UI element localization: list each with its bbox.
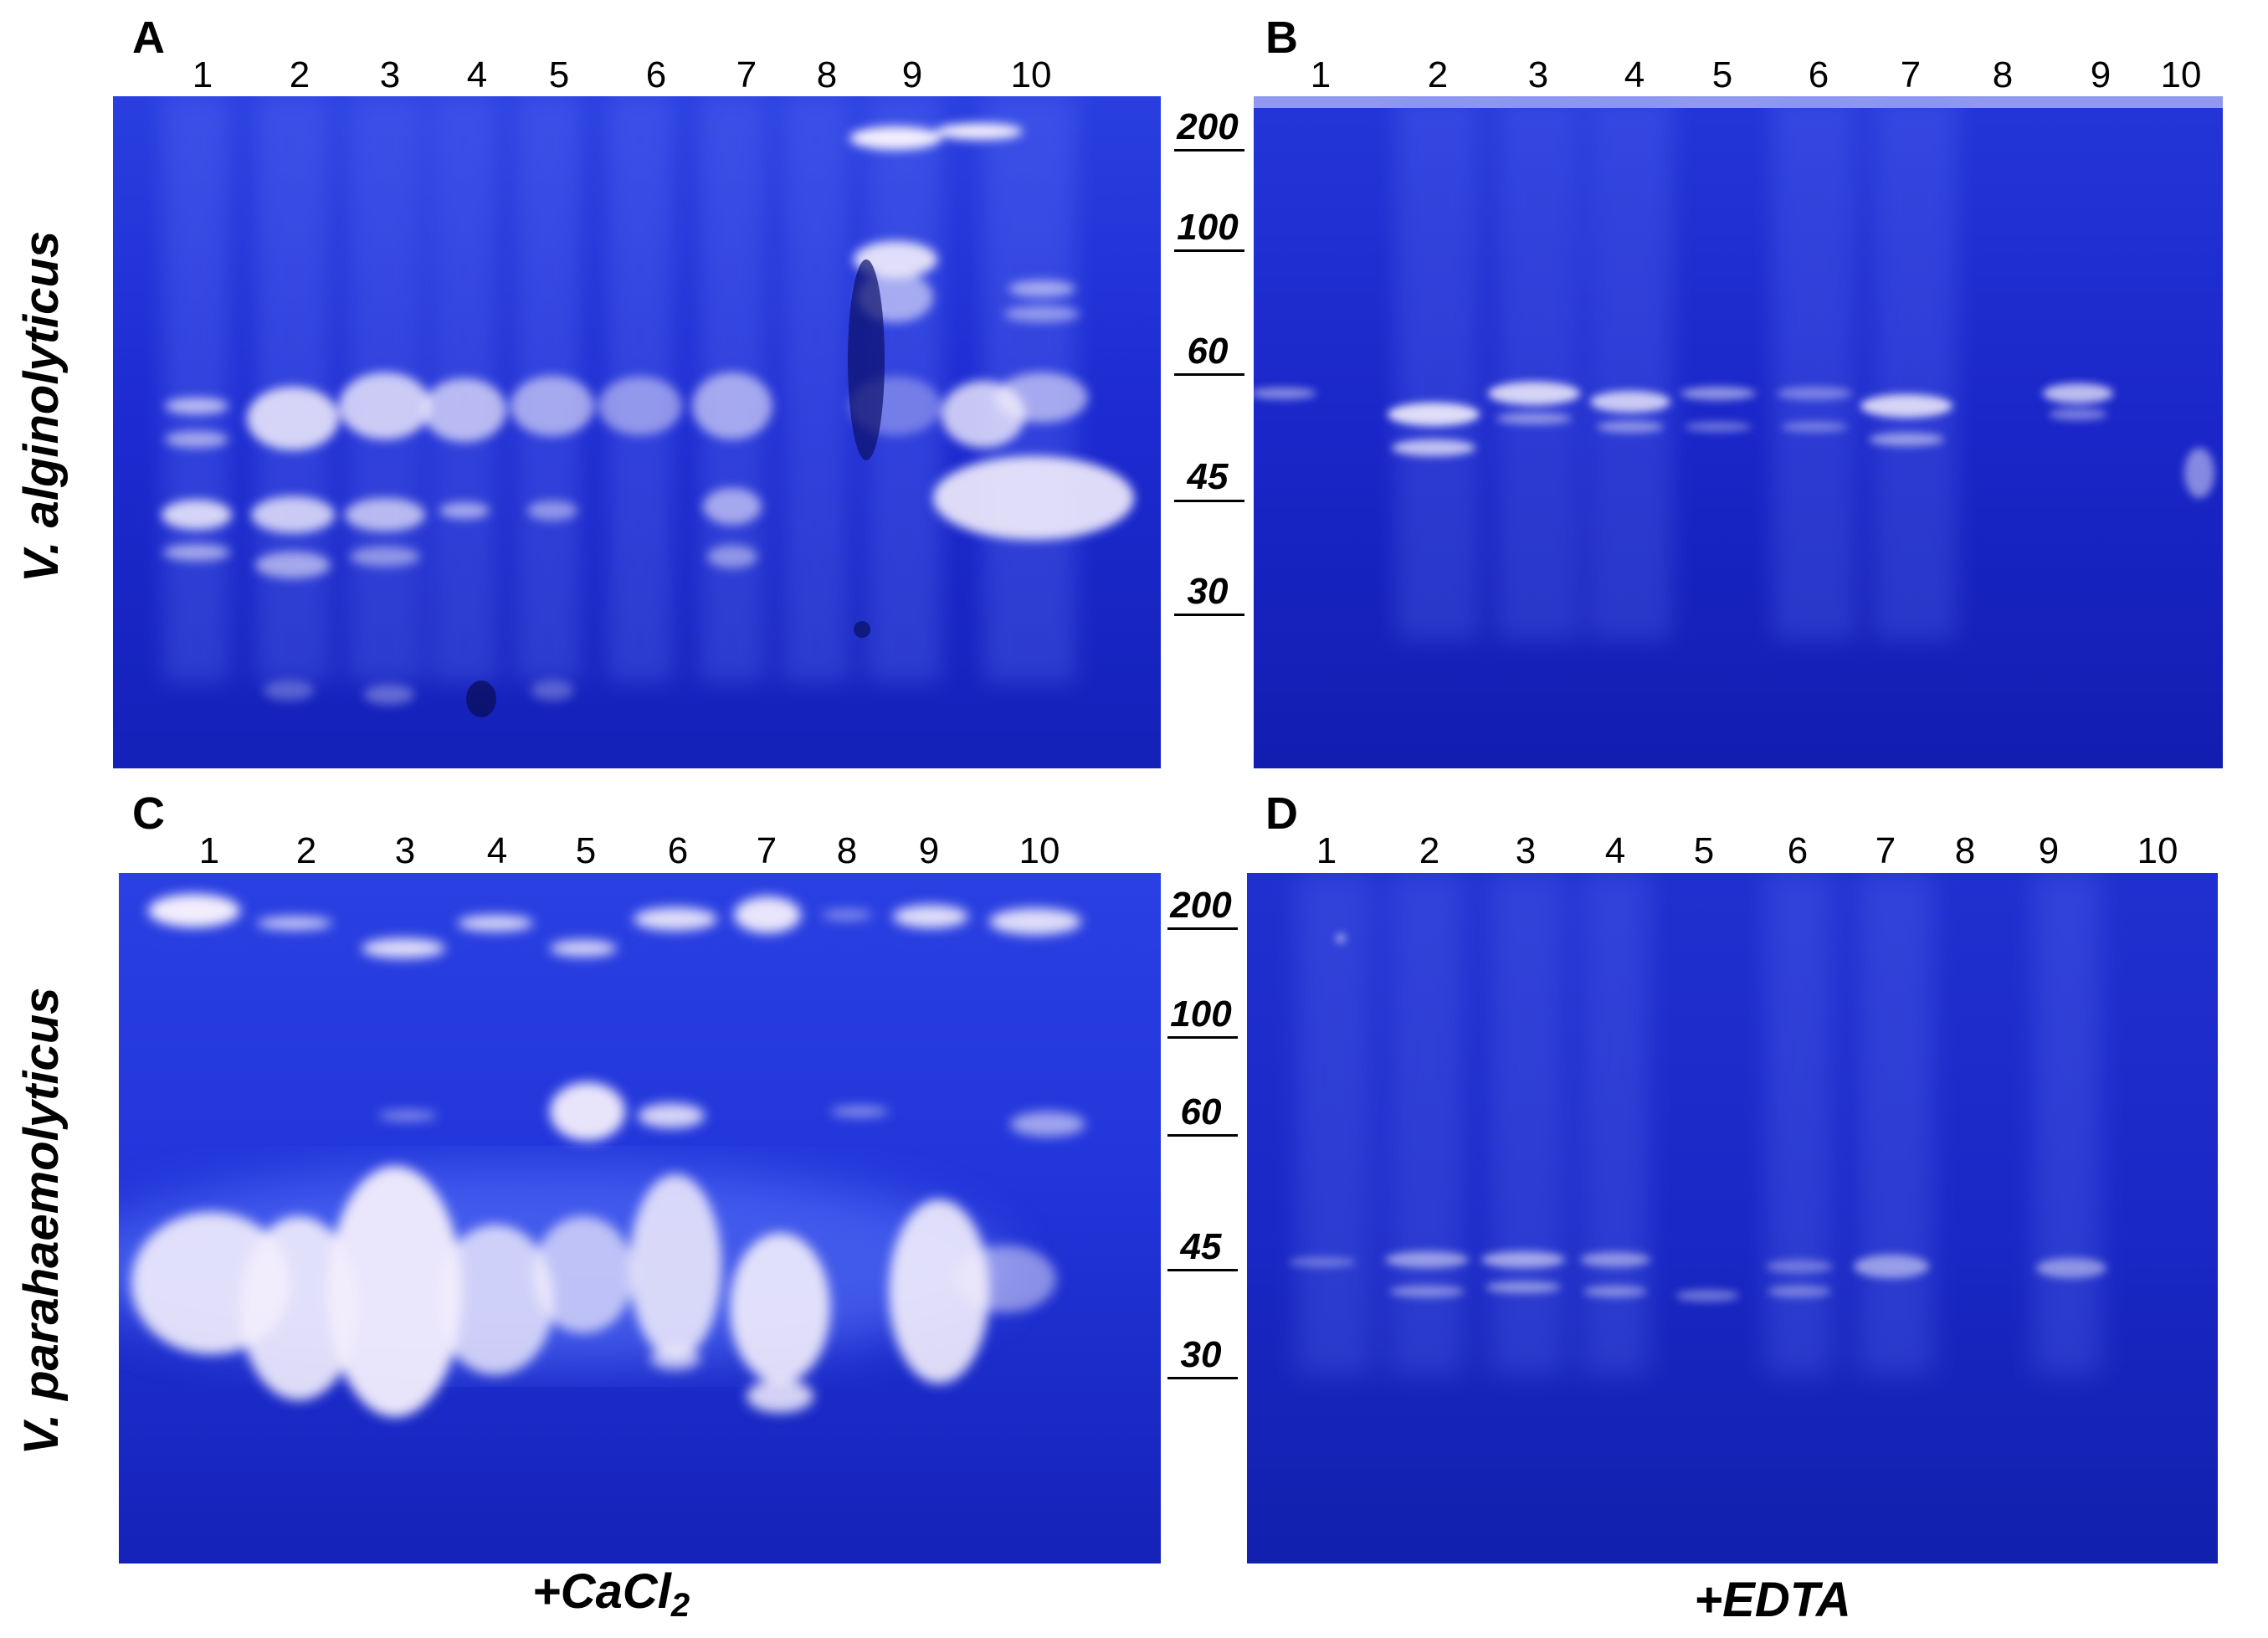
lane-number: 1: [198, 830, 220, 871]
mw-label: 200: [1177, 106, 1239, 147]
lane-number: 7: [1875, 830, 1896, 871]
lane-number: 4: [1624, 54, 1645, 95]
panel-letter-a: A: [132, 13, 165, 63]
mw-tick: [1167, 927, 1238, 930]
lane-number: 10: [2137, 830, 2178, 871]
lane-number: 7: [756, 830, 777, 871]
mw-tick: [1174, 249, 1244, 252]
lane-number: 5: [1693, 830, 1715, 871]
lane-number: 10: [1010, 54, 1052, 95]
mw-tick: [1167, 1134, 1238, 1137]
mw-label: 100: [1170, 994, 1232, 1035]
lane-number: 5: [575, 830, 597, 871]
mw-label: 60: [1180, 1091, 1222, 1132]
row-label-parahaemolyticus: V. parahaemolyticus: [14, 987, 69, 1456]
mw-tick: [1174, 149, 1244, 151]
lane-number: 6: [667, 830, 689, 871]
lane-number: 1: [1316, 830, 1337, 871]
lane-number: 1: [1310, 54, 1332, 95]
lane-number: 4: [1604, 830, 1626, 871]
lane-number: 7: [736, 54, 757, 95]
lane-number: 3: [379, 54, 401, 95]
gel-image-d: [1247, 873, 2218, 1564]
mw-tick: [1167, 1269, 1238, 1271]
lane-number: 6: [1787, 830, 1809, 871]
cacl2-subscript: 2: [670, 1587, 690, 1624]
lane-number: 2: [289, 54, 310, 95]
lane-number: 2: [1419, 830, 1440, 871]
lane-number: 9: [2038, 830, 2060, 871]
lane-number: 3: [1515, 830, 1537, 871]
lane-number: 3: [1527, 54, 1549, 95]
gel-image-a: [113, 96, 1161, 768]
mw-label: 60: [1187, 331, 1229, 372]
gel-image-b: [1254, 96, 2223, 768]
lane-number: 3: [394, 830, 416, 871]
mw-label: 200: [1170, 885, 1232, 926]
lane-number: 1: [192, 54, 213, 95]
lane-number: 4: [486, 830, 508, 871]
lane-number: 2: [295, 830, 317, 871]
lane-number: 9: [918, 830, 940, 871]
panel-letter-d: D: [1265, 788, 1298, 839]
lane-number: 8: [1992, 54, 2014, 95]
lane-number: 9: [2090, 54, 2111, 95]
lane-number: 8: [836, 830, 858, 871]
mw-tick: [1174, 373, 1244, 376]
row-label-alginolyticus: V. alginolyticus: [14, 230, 69, 583]
mw-label: 45: [1187, 456, 1229, 497]
lane-number: 5: [548, 54, 570, 95]
panel-letter-c: C: [132, 788, 165, 839]
mw-label: 30: [1180, 1334, 1222, 1375]
cacl2-text: +CaCl: [531, 1564, 671, 1619]
lane-number: 5: [1711, 54, 1733, 95]
mw-tick: [1167, 1036, 1238, 1039]
mw-label: 30: [1187, 571, 1229, 612]
mw-tick: [1174, 500, 1244, 502]
column-label-edta: +EDTA: [1694, 1573, 1851, 1627]
column-label-cacl2: +CaCl2: [532, 1564, 690, 1625]
lane-number: 6: [1808, 54, 1829, 95]
lane-number: 6: [645, 54, 667, 95]
lane-number: 2: [1427, 54, 1449, 95]
lane-number: 9: [901, 54, 923, 95]
panel-letter-b: B: [1265, 13, 1298, 63]
lane-number: 10: [2160, 54, 2202, 95]
lane-number: 10: [1019, 830, 1060, 871]
gel-image-c: [119, 873, 1161, 1564]
lane-number: 7: [1900, 54, 1922, 95]
mw-label: 100: [1177, 207, 1239, 248]
mw-tick: [1174, 614, 1244, 616]
mw-label: 45: [1180, 1226, 1222, 1267]
mw-tick: [1167, 1377, 1238, 1379]
lane-number: 8: [816, 54, 838, 95]
lane-number: 8: [1954, 830, 1976, 871]
lane-number: 4: [466, 54, 488, 95]
